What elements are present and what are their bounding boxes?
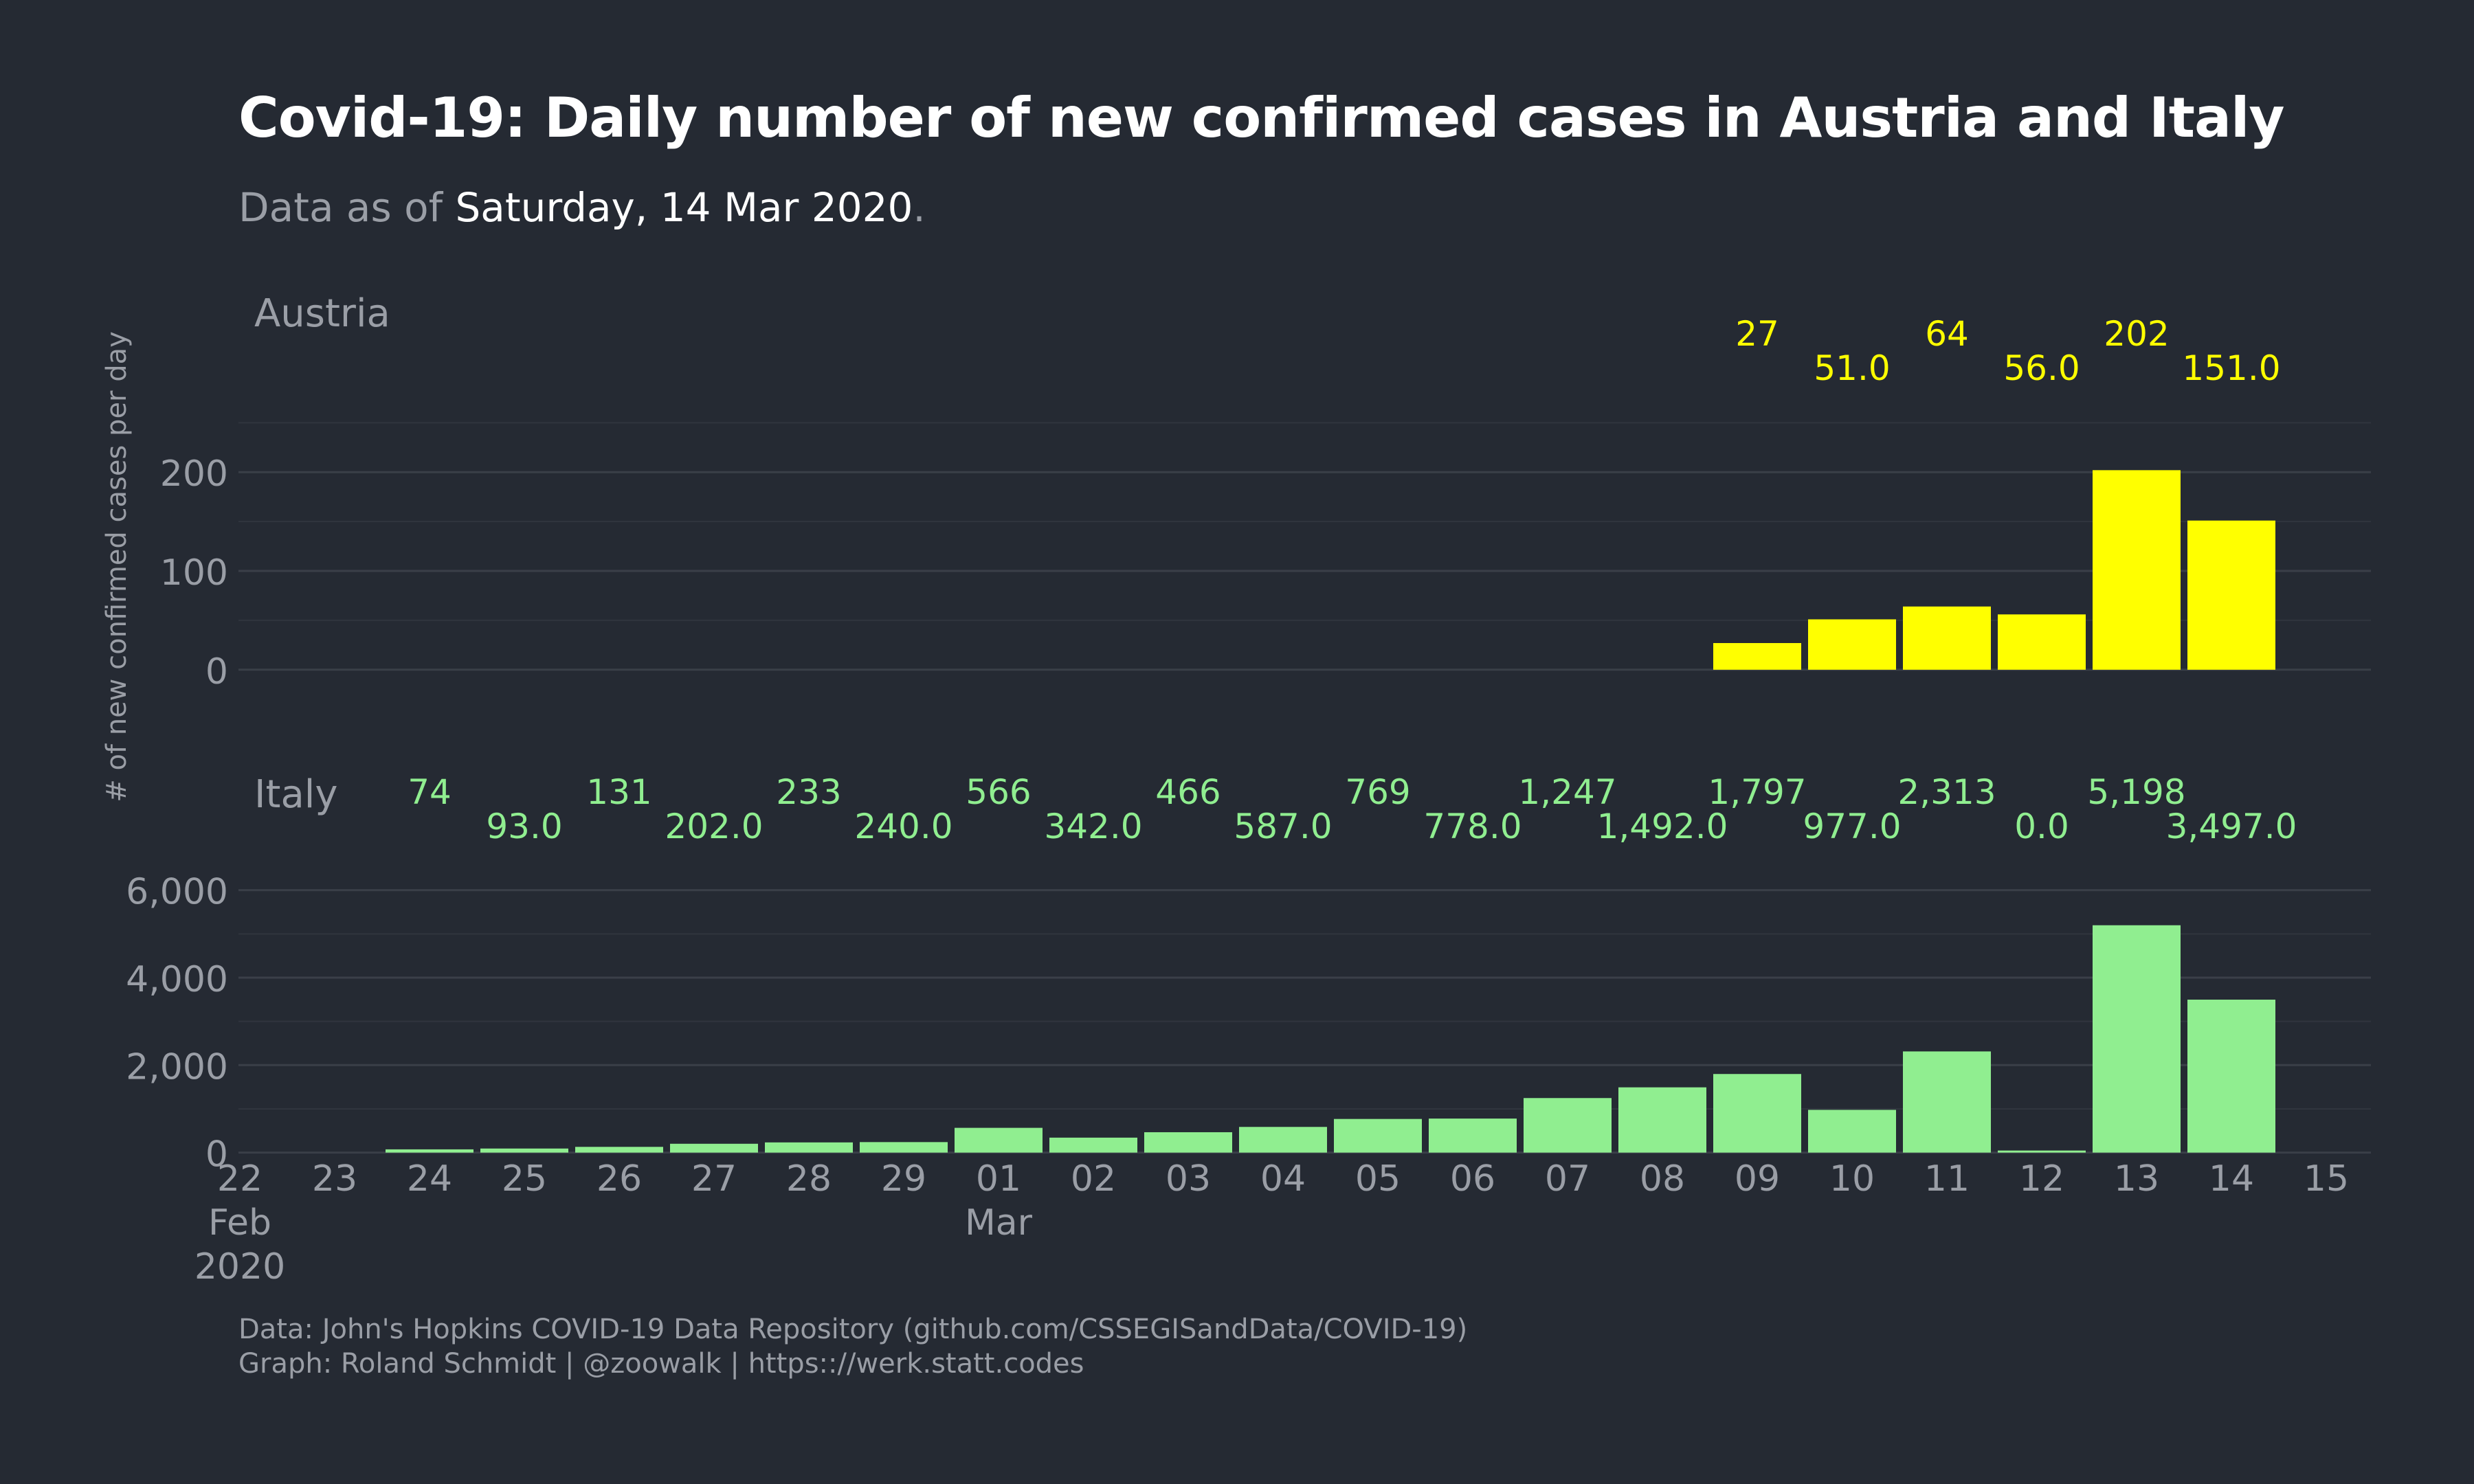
bar-italy-29 <box>860 1142 948 1153</box>
bar-label-italy-09: 1,797 <box>1708 772 1806 812</box>
bar-label-italy-27: 202.0 <box>665 807 763 846</box>
bar-italy-06 <box>1429 1118 1517 1153</box>
y-tick-label: 4,000 <box>126 959 228 1000</box>
x-tick-label: 07 <box>1545 1158 1590 1200</box>
bar-label-italy-29: 240.0 <box>854 807 952 846</box>
bar-label-italy-06: 778.0 <box>1423 807 1522 846</box>
bar-label-italy-25: 93.0 <box>486 807 562 846</box>
y-tick-label: 2,000 <box>126 1046 228 1088</box>
bar-label-austria-10: 51.0 <box>1814 348 1890 388</box>
x-tick-label: 05 <box>1355 1158 1401 1200</box>
bar-label-italy-13: 5,198 <box>2087 772 2185 812</box>
x-tick-label: 29 <box>881 1158 926 1200</box>
bar-austria-11 <box>1903 606 1991 670</box>
bar-italy-05 <box>1334 1118 1422 1153</box>
bar-label-austria-13: 202 <box>2104 314 2169 354</box>
x-tick-label: 11 <box>1924 1158 1970 1200</box>
bar-label-italy-26: 131 <box>586 772 651 812</box>
bar-label-austria-14: 151.0 <box>2182 348 2280 388</box>
bar-label-italy-05: 769 <box>1345 772 1410 812</box>
panel-label-austria: Austria <box>254 291 390 336</box>
y-tick-label: 100 <box>160 552 228 594</box>
bar-italy-27 <box>670 1143 758 1153</box>
bar-label-italy-12: 0.0 <box>2014 807 2069 846</box>
bar-italy-14 <box>2187 1000 2275 1153</box>
bar-label-italy-28: 233 <box>776 772 841 812</box>
bar-austria-12 <box>1998 614 2086 670</box>
subtitle-suffix: . <box>913 184 926 231</box>
x-tick-label: 27 <box>691 1158 737 1200</box>
x-tick-label: 04 <box>1260 1158 1306 1200</box>
subtitle-date: Saturday, 14 Mar 2020 <box>455 184 913 231</box>
x-month-label: 2020 <box>194 1246 285 1288</box>
chart-caption: Data: John's Hopkins COVID-19 Data Repos… <box>238 1312 1467 1381</box>
bar-label-austria-12: 56.0 <box>2003 348 2080 388</box>
bar-italy-04 <box>1239 1127 1327 1153</box>
bar-label-italy-08: 1,492.0 <box>1597 807 1728 846</box>
x-tick-label: 09 <box>1735 1158 1780 1200</box>
bar-italy-24 <box>386 1149 473 1153</box>
x-tick-label: 03 <box>1166 1158 1211 1200</box>
x-month-label: Feb <box>208 1202 271 1244</box>
bar-label-italy-14: 3,497.0 <box>2166 807 2297 846</box>
bar-label-italy-02: 342.0 <box>1044 807 1142 846</box>
bar-label-austria-11: 64 <box>1925 314 1969 354</box>
bar-label-italy-07: 1,247 <box>1518 772 1616 812</box>
bar-italy-08 <box>1618 1087 1706 1153</box>
caption-author: Graph: Roland Schmidt | @zoowalk | https… <box>238 1348 1084 1380</box>
caption-source: Data: John's Hopkins COVID-19 Data Repos… <box>238 1314 1468 1345</box>
bar-label-austria-09: 27 <box>1735 314 1779 354</box>
bar-italy-12 <box>1998 1150 2086 1153</box>
y-tick-label: 200 <box>160 453 228 495</box>
x-tick-label: 26 <box>597 1158 642 1200</box>
y-tick-label: 0 <box>205 1134 228 1176</box>
bar-austria-14 <box>2187 520 2275 670</box>
chart-title: Covid-19: Daily number of new confirmed … <box>238 86 2285 150</box>
bar-italy-26 <box>575 1147 663 1153</box>
x-tick-label: 01 <box>976 1158 1021 1200</box>
x-tick-label: 28 <box>786 1158 832 1200</box>
x-tick-label: 23 <box>312 1158 357 1200</box>
bar-italy-03 <box>1144 1132 1232 1153</box>
bar-italy-13 <box>2093 925 2181 1153</box>
y-tick-label: 0 <box>205 651 228 693</box>
bar-label-italy-03: 466 <box>1155 772 1221 812</box>
x-tick-label: 14 <box>2209 1158 2254 1200</box>
bar-italy-01 <box>955 1127 1043 1153</box>
x-tick-label: 22 <box>217 1158 263 1200</box>
y-tick-label: 6,000 <box>126 872 228 913</box>
panel-label-italy: Italy <box>254 772 338 817</box>
bar-label-italy-10: 977.0 <box>1803 807 1901 846</box>
bar-italy-28 <box>765 1142 853 1153</box>
x-month-label: Mar <box>965 1202 1033 1244</box>
x-tick-label: 02 <box>1071 1158 1116 1200</box>
x-tick-label: 10 <box>1829 1158 1875 1200</box>
bar-italy-07 <box>1524 1098 1612 1153</box>
x-tick-label: 12 <box>2019 1158 2064 1200</box>
bar-austria-10 <box>1808 619 1896 670</box>
bar-italy-11 <box>1903 1051 1991 1153</box>
bar-label-italy-01: 566 <box>966 772 1031 812</box>
subtitle-prefix: Data as of <box>238 184 456 231</box>
bar-label-italy-11: 2,313 <box>1897 772 1996 812</box>
bar-italy-09 <box>1713 1074 1801 1153</box>
bar-austria-13 <box>2093 470 2181 670</box>
y-axis-label: # of new confirmed cases per day <box>101 331 133 802</box>
x-tick-label: 15 <box>2304 1158 2349 1200</box>
bar-austria-09 <box>1713 642 1801 670</box>
bar-italy-02 <box>1049 1137 1137 1153</box>
x-tick-label: 08 <box>1640 1158 1685 1200</box>
bar-label-italy-04: 587.0 <box>1234 807 1332 846</box>
bar-italy-10 <box>1808 1110 1896 1153</box>
bar-label-italy-24: 74 <box>408 772 452 812</box>
x-tick-label: 13 <box>2114 1158 2159 1200</box>
x-tick-label: 24 <box>407 1158 452 1200</box>
chart-subtitle: Data as of Saturday, 14 Mar 2020. <box>238 184 926 231</box>
bar-italy-25 <box>480 1148 568 1153</box>
x-tick-label: 25 <box>502 1158 547 1200</box>
x-tick-label: 06 <box>1450 1158 1495 1200</box>
